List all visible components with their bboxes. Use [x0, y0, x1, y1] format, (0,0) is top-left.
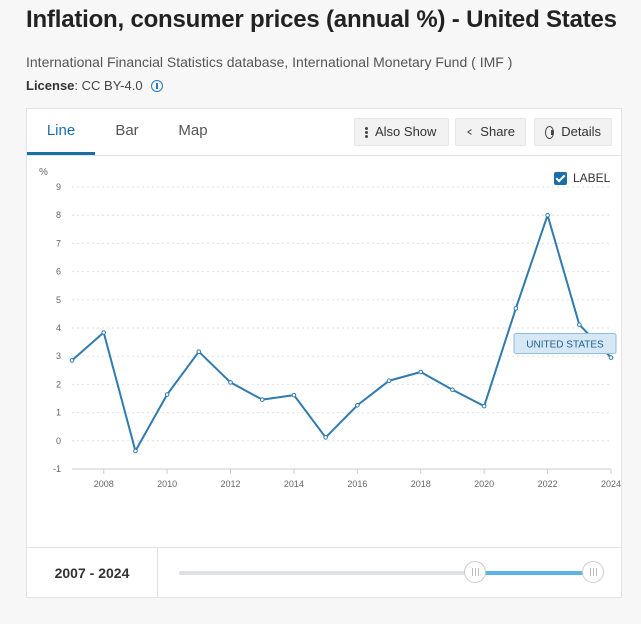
range-slider-track[interactable]: [179, 571, 593, 575]
data-point: [608, 355, 614, 360]
label-checkbox[interactable]: [554, 171, 567, 185]
data-point: [133, 448, 138, 454]
data-point: [513, 305, 519, 311]
y-tick-label: 1: [56, 408, 61, 418]
y-tick-label: 9: [56, 182, 61, 192]
data-point: [386, 378, 392, 384]
range-slider-end-handle[interactable]: [582, 561, 604, 583]
details-label: Details: [561, 124, 601, 139]
x-tick-label: 2024: [601, 479, 621, 489]
range-slider-start-handle[interactable]: [464, 561, 486, 583]
y-tick-label: 7: [56, 238, 61, 248]
license-line: License : CC BY-4.0: [26, 78, 163, 93]
also-show-button[interactable]: Also Show: [354, 118, 449, 146]
range-label: 2007 - 2024: [27, 548, 158, 598]
details-button[interactable]: Details: [534, 118, 612, 146]
data-point: [101, 330, 107, 335]
x-tick-label: 2014: [284, 479, 304, 489]
license-label: License: [26, 78, 75, 93]
data-point: [323, 435, 328, 440]
data-point: [450, 387, 455, 393]
x-tick-label: 2016: [347, 479, 367, 489]
y-tick-label: 3: [56, 351, 61, 361]
series-label-box: [513, 333, 617, 355]
data-point: [576, 322, 582, 327]
y-axis-unit: %: [39, 167, 48, 178]
share-button[interactable]: Share: [455, 118, 526, 146]
source-text: International Financial Statistics datab…: [26, 54, 513, 70]
label-toggle-text: LABEL: [573, 171, 611, 185]
data-point: [69, 358, 75, 363]
chart-card: Line Bar Map Also Show Share Details % -1…: [26, 108, 622, 598]
data-point: [545, 212, 550, 218]
data-point: [355, 402, 360, 408]
range-separator: -: [85, 565, 99, 581]
x-tick-label: 2010: [157, 479, 177, 489]
data-point: [291, 392, 297, 398]
series-label: UNITED STATES: [526, 340, 604, 351]
series-line-united-states: [71, 214, 612, 452]
chart-tabs: Line Bar Map Also Show Share Details: [27, 109, 621, 156]
tab-map[interactable]: Map: [178, 122, 208, 139]
x-tick-label: 2022: [538, 479, 558, 489]
line-chart: % -1 0 1 2 3 4 5 6 7 8 9 2008 2010 2012 2014 2016 2018 202…: [39, 167, 621, 489]
y-tick-label: 6: [56, 267, 61, 277]
also-show-label: Also Show: [375, 124, 437, 139]
y-tick-label: 4: [56, 323, 61, 333]
license-value: : CC BY-4.0: [74, 78, 143, 93]
x-tick-label: 2018: [411, 479, 431, 489]
page-title: Inflation, consumer prices (annual %) - …: [26, 6, 617, 33]
range-start: 2007: [54, 565, 86, 581]
data-point: [418, 369, 424, 375]
y-tick-label: 2: [56, 379, 61, 389]
label-toggle[interactable]: LABEL: [554, 171, 610, 185]
y-tick-label: 5: [56, 295, 61, 305]
y-tick-label: -1: [53, 464, 61, 474]
share-label: Share: [480, 124, 515, 139]
data-point: [196, 349, 202, 354]
x-tick-label: 2012: [221, 479, 241, 489]
more-vertical-icon: [365, 126, 368, 138]
share-icon: [466, 129, 472, 135]
range-footer: 2007 - 2024: [27, 547, 621, 598]
data-point: [164, 392, 170, 397]
range-slider-fill: [475, 571, 593, 575]
tab-line[interactable]: Line: [27, 109, 95, 155]
y-tick-label: 8: [56, 210, 61, 220]
data-point: [481, 403, 487, 409]
range-end: 2024: [98, 565, 130, 581]
info-circle-icon: [545, 125, 555, 139]
data-point: [259, 397, 265, 402]
x-tick-label: 2020: [474, 479, 494, 489]
tab-bar[interactable]: Bar: [115, 122, 139, 139]
data-point: [228, 380, 233, 385]
x-tick-label: 2008: [94, 479, 114, 489]
info-icon[interactable]: [150, 79, 163, 92]
y-tick-label: 0: [56, 436, 61, 446]
